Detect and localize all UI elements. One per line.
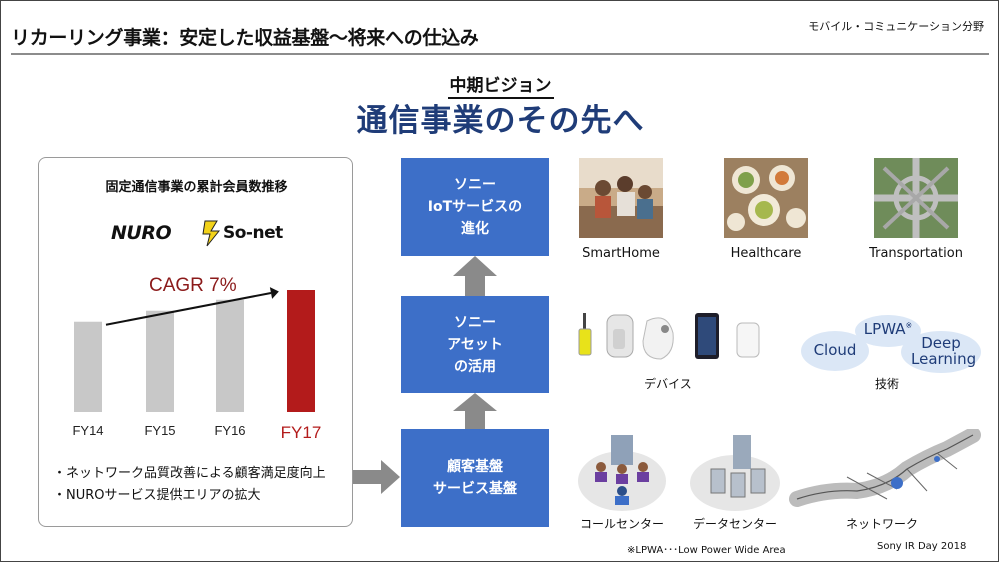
deep-learning-bubble: Deep Learning <box>901 331 981 373</box>
vision-label: 中期ビジョン <box>1 71 998 99</box>
panel-title: 固定通信事業の累計会員数推移 <box>105 180 288 195</box>
tech-deep-learning: Deep Learning <box>911 334 977 368</box>
vision-label-text: 中期ビジョン <box>447 76 554 99</box>
title-divider <box>11 53 989 55</box>
family-photo <box>579 158 663 238</box>
bar-fy14 <box>74 321 102 412</box>
sonet-logo: So-net <box>201 218 291 248</box>
sonet-mark-icon <box>202 220 221 247</box>
bar-fy16 <box>216 299 244 412</box>
iot-service-text: ソニー IoTサービスの 進化 <box>427 177 523 237</box>
devices-label: デバイス <box>644 377 692 391</box>
data-center-label: データセンター <box>692 517 777 531</box>
trend-arrow-line <box>105 292 272 326</box>
iot-service-block: ソニー IoTサービスの 進化 <box>401 158 549 256</box>
tech-label: 技術 <box>874 377 899 391</box>
devices-icon <box>578 313 760 360</box>
lpwa-mark: ※ <box>905 321 913 330</box>
section-label: モバイル・コミュニケーション分野 <box>808 20 984 33</box>
tick-label-fy14: FY14 <box>72 423 103 438</box>
call-center-label: コールセンター <box>579 517 664 531</box>
network-label: ネットワーク <box>845 517 918 531</box>
tick-label-fy16: FY16 <box>214 423 245 438</box>
call-center-icon <box>578 435 666 511</box>
bar-fy17 <box>287 290 315 412</box>
highway-photo <box>874 158 958 238</box>
up-arrow-icon <box>453 256 497 296</box>
bullet-2: ・NUROサービス提供エリアの拡大 <box>53 488 261 503</box>
sonet-logo-text: So-net <box>223 223 283 243</box>
footer-source: Sony IR Day 2018 <box>877 541 967 552</box>
tech-lpwa: LPWA <box>863 320 906 338</box>
trend-arrow-head-icon <box>269 287 279 299</box>
subscriber-panel: 固定通信事業の累計会員数推移 NURO So-net <box>38 157 353 527</box>
right-arrow-icon <box>353 460 400 494</box>
vision-title: 通信事業のその先へ <box>356 103 645 139</box>
customer-base-block: 顧客基盤 サービス基盤 <box>401 429 549 527</box>
service-label-healthcare: Healthcare <box>730 246 802 261</box>
subscriber-chart: FY14 FY15 FY16 FY17 <box>72 287 322 442</box>
service-label-transportation: Transportation <box>869 246 963 261</box>
up-arrow-icon <box>453 393 497 429</box>
cagr-label: CAGR 7% <box>149 275 237 296</box>
data-center-icon <box>690 435 780 511</box>
customer-base-text: 顧客基盤 サービス基盤 <box>433 459 517 497</box>
tech-cloud: Cloud <box>813 341 857 359</box>
bullet-1: ・ネットワーク品質改善による顧客満足度向上 <box>53 466 326 481</box>
network-map-icon <box>789 429 981 507</box>
bar-fy15 <box>146 310 174 412</box>
asset-text: ソニー アセット の活用 <box>447 314 503 375</box>
tick-label-fy17: FY17 <box>281 423 322 442</box>
slide-title: リカーリング事業：安定した収益基盤～将来への仕込み <box>11 27 479 49</box>
panel-bullets: ・ネットワーク品質改善による顧客満足度向上 ・NUROサービス提供エリアの拡大 <box>53 463 326 507</box>
food-photo <box>724 158 808 238</box>
service-label-smarthome: SmartHome <box>582 246 660 261</box>
footnote: ※LPWA･･･Low Power Wide Area <box>627 545 786 556</box>
asset-block: ソニー アセット の活用 <box>401 296 549 393</box>
nuro-logo: NURO <box>111 222 172 244</box>
tick-label-fy15: FY15 <box>144 423 175 438</box>
